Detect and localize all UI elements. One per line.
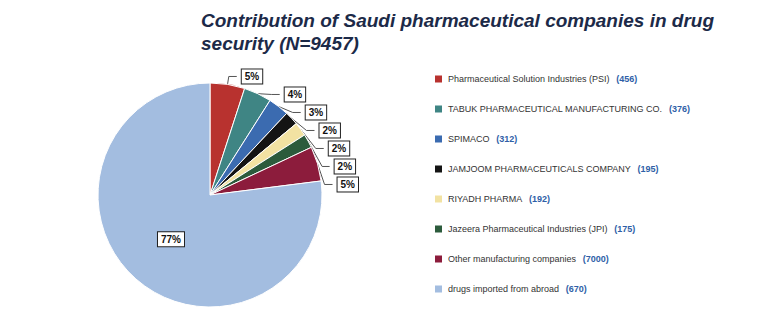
svg-text:Pharmaceutical Solution Indust: Pharmaceutical Solution Industries (PSI) bbox=[448, 74, 610, 84]
svg-text:Jazeera Pharmaceutical Industr: Jazeera Pharmaceutical Industries (JPI) bbox=[448, 224, 608, 234]
svg-text:77%: 77% bbox=[161, 234, 181, 245]
svg-text:2%: 2% bbox=[332, 143, 347, 154]
svg-text:(192): (192) bbox=[529, 194, 550, 204]
svg-text:drugs imported from abroad: drugs imported from abroad bbox=[448, 284, 559, 294]
svg-text:(376): (376) bbox=[669, 104, 690, 114]
svg-text:(312): (312) bbox=[496, 134, 517, 144]
svg-text:SPIMACO: SPIMACO bbox=[448, 134, 490, 144]
svg-text:(195): (195) bbox=[638, 164, 659, 174]
svg-text:RIYADH PHARMA: RIYADH PHARMA bbox=[448, 194, 522, 204]
svg-text:Contribution of Saudi pharmace: Contribution of Saudi pharmaceutical com… bbox=[201, 10, 719, 31]
svg-text:(456): (456) bbox=[616, 74, 637, 84]
svg-text:(175): (175) bbox=[614, 224, 635, 234]
svg-text:4%: 4% bbox=[288, 89, 303, 100]
svg-text:TABUK PHARMACEUTICAL MANUFACTU: TABUK PHARMACEUTICAL MANUFACTURING CO. bbox=[448, 104, 662, 114]
svg-text:Other manufacturing companies: Other manufacturing companies bbox=[448, 254, 577, 264]
svg-text:security (N=9457): security (N=9457) bbox=[201, 33, 359, 54]
svg-text:5%: 5% bbox=[245, 71, 260, 82]
svg-text:5%: 5% bbox=[341, 179, 356, 190]
svg-text:2%: 2% bbox=[338, 161, 353, 172]
svg-text:JAMJOOM PHARMACEUTICALS COMPAN: JAMJOOM PHARMACEUTICALS COMPANY bbox=[448, 164, 631, 174]
svg-text:(7000): (7000) bbox=[583, 254, 609, 264]
svg-text:(670): (670) bbox=[566, 284, 587, 294]
svg-text:3%: 3% bbox=[309, 107, 324, 118]
svg-text:2%: 2% bbox=[322, 125, 337, 136]
